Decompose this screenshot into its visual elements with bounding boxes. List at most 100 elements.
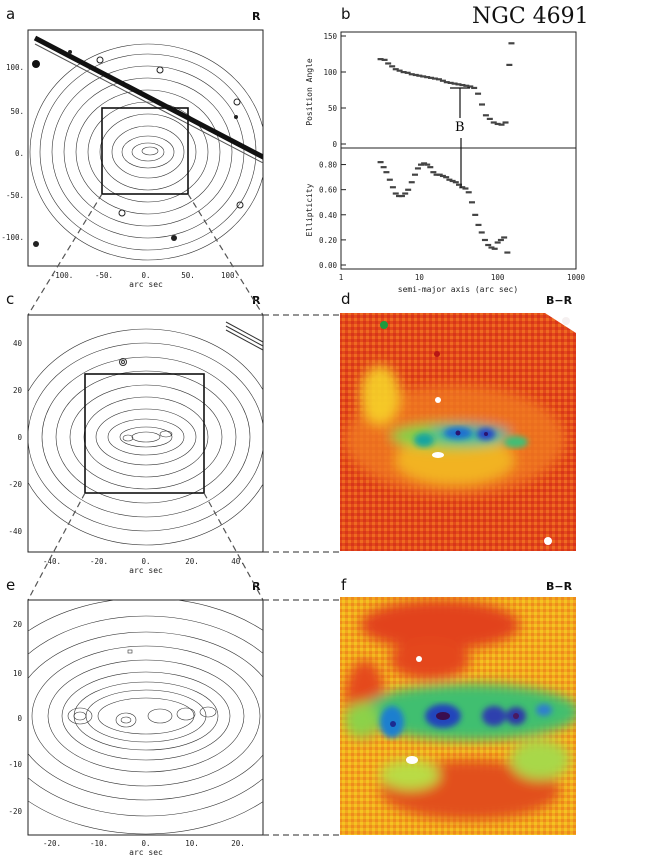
data-point	[417, 163, 424, 166]
x-tick-label: 10	[415, 273, 425, 282]
data-point	[381, 58, 388, 61]
data-point	[408, 181, 415, 184]
panel-a-ytick-2: 0.	[15, 149, 24, 158]
panel-a-xlabel: arc sec	[129, 280, 163, 289]
panel-e-ytick-0: 20	[13, 620, 23, 629]
data-point	[377, 58, 384, 61]
zoom-line-c-e-left	[27, 492, 86, 601]
data-point	[435, 78, 442, 81]
panel-b-pa-series	[377, 42, 515, 126]
data-point	[494, 241, 501, 244]
panel-d-band-label: B−R	[546, 294, 573, 307]
data-point	[449, 179, 456, 183]
data-point	[471, 86, 478, 90]
data-point	[475, 223, 482, 227]
data-point	[467, 85, 474, 88]
panel-c-xtick-1: -20.	[90, 557, 108, 566]
panel-c-xtick-2: 0.	[141, 557, 150, 566]
panel-b-top-axes: 0 50 100 150	[323, 32, 346, 149]
panel-e-ytick-2: 0	[17, 714, 22, 723]
y-tick-label: 100	[323, 68, 337, 77]
data-point	[414, 167, 421, 170]
panel-c-ytick-4: -40	[8, 527, 22, 536]
panel-d-letter: d	[341, 290, 351, 308]
data-point	[490, 121, 497, 124]
data-point	[420, 75, 427, 78]
y-tick-label: 0	[332, 140, 337, 149]
panel-e-letter: e	[6, 576, 16, 594]
data-point	[431, 77, 438, 80]
data-point	[465, 191, 472, 194]
data-point	[502, 121, 509, 124]
zoom-line-a-c-left	[27, 193, 103, 316]
data-point	[463, 84, 470, 87]
data-point	[443, 81, 450, 84]
data-point	[421, 162, 428, 165]
panel-b-xlabel: semi-major axis (arc sec)	[398, 285, 518, 294]
panel-a-xtick-1: -50.	[95, 271, 113, 280]
data-point	[455, 83, 462, 86]
panel-a-band-label: R	[252, 10, 261, 23]
panel-c-xtick-0: -40.	[43, 557, 61, 566]
y-tick-label: 0.60	[319, 186, 338, 195]
panel-c-xtick-4: 40.	[231, 557, 245, 566]
panel-f-color-map	[340, 597, 576, 835]
data-point	[486, 117, 493, 120]
data-point	[498, 123, 505, 126]
data-point	[482, 114, 489, 117]
x-tick-label: 100	[491, 273, 505, 282]
panel-b-bottom-axes: 0.00 0.20 0.40 0.60 0.80 1 10 100 1000	[319, 161, 586, 282]
data-point	[439, 79, 446, 82]
panel-a-ytick-0: 100.	[6, 63, 24, 72]
data-point	[462, 187, 469, 190]
panel-f-band-label: B−R	[546, 580, 573, 593]
x-tick-label: 1	[339, 273, 344, 282]
panel-a-ytick-1: 50.	[10, 107, 24, 116]
data-point	[428, 76, 435, 79]
data-point	[468, 201, 475, 204]
panel-c-zoom-box	[84, 373, 205, 494]
panel-a-xtick-4: 100.	[221, 271, 239, 280]
data-point	[472, 213, 479, 216]
data-point	[424, 163, 431, 166]
y-tick-label: 50	[328, 104, 338, 113]
data-point	[400, 71, 407, 74]
panel-b-profiles: 0 50 100 150 0.00 0.20 0.40 0.60 0.80 1 10 100 1000…	[305, 31, 586, 294]
data-point	[427, 166, 434, 169]
data-point	[389, 65, 396, 68]
panel-c-ytick-2: 0	[17, 433, 22, 442]
panel-a-contour-map: 100. 50. 0. -50. -100. -100. -50. 0. 50.…	[1, 29, 264, 289]
data-point	[447, 81, 454, 84]
y-tick-label: 0.80	[319, 161, 338, 170]
panel-e-xtick-0: -20.	[43, 839, 61, 848]
panel-e-xtick-3: 10.	[185, 839, 199, 848]
data-point	[424, 76, 431, 79]
data-point	[479, 103, 486, 106]
panel-c-ytick-0: 40	[13, 339, 23, 348]
data-point	[416, 74, 423, 77]
zoom-line-c-e-right	[203, 492, 264, 601]
panel-c-xtick-3: 20.	[185, 557, 199, 566]
data-point	[497, 238, 504, 242]
panel-e-contour-map: 20 10 0 -10 -20 -20. -10. 0. 10. 20. arc…	[8, 599, 264, 857]
panel-b-top-ylabel: Position Angle	[305, 58, 314, 126]
data-point	[405, 188, 412, 191]
panel-a-xtick-0: -100.	[51, 271, 74, 280]
data-point	[478, 231, 485, 234]
y-tick-label: 0.20	[319, 236, 338, 245]
data-point	[488, 246, 495, 249]
data-point	[504, 251, 511, 254]
data-point	[389, 186, 396, 189]
data-point	[451, 82, 458, 85]
panel-f-letter: f	[341, 576, 347, 594]
panel-e-xtick-1: -10.	[90, 839, 108, 848]
data-point	[408, 73, 415, 76]
y-tick-label: 0.40	[319, 211, 338, 220]
data-point	[446, 178, 453, 181]
data-point	[396, 69, 403, 72]
y-tick-label: 0.00	[319, 261, 338, 270]
data-point	[398, 194, 405, 198]
data-point	[402, 192, 409, 195]
panel-a-frame	[27, 29, 264, 267]
panel-a-letter: a	[6, 5, 16, 23]
